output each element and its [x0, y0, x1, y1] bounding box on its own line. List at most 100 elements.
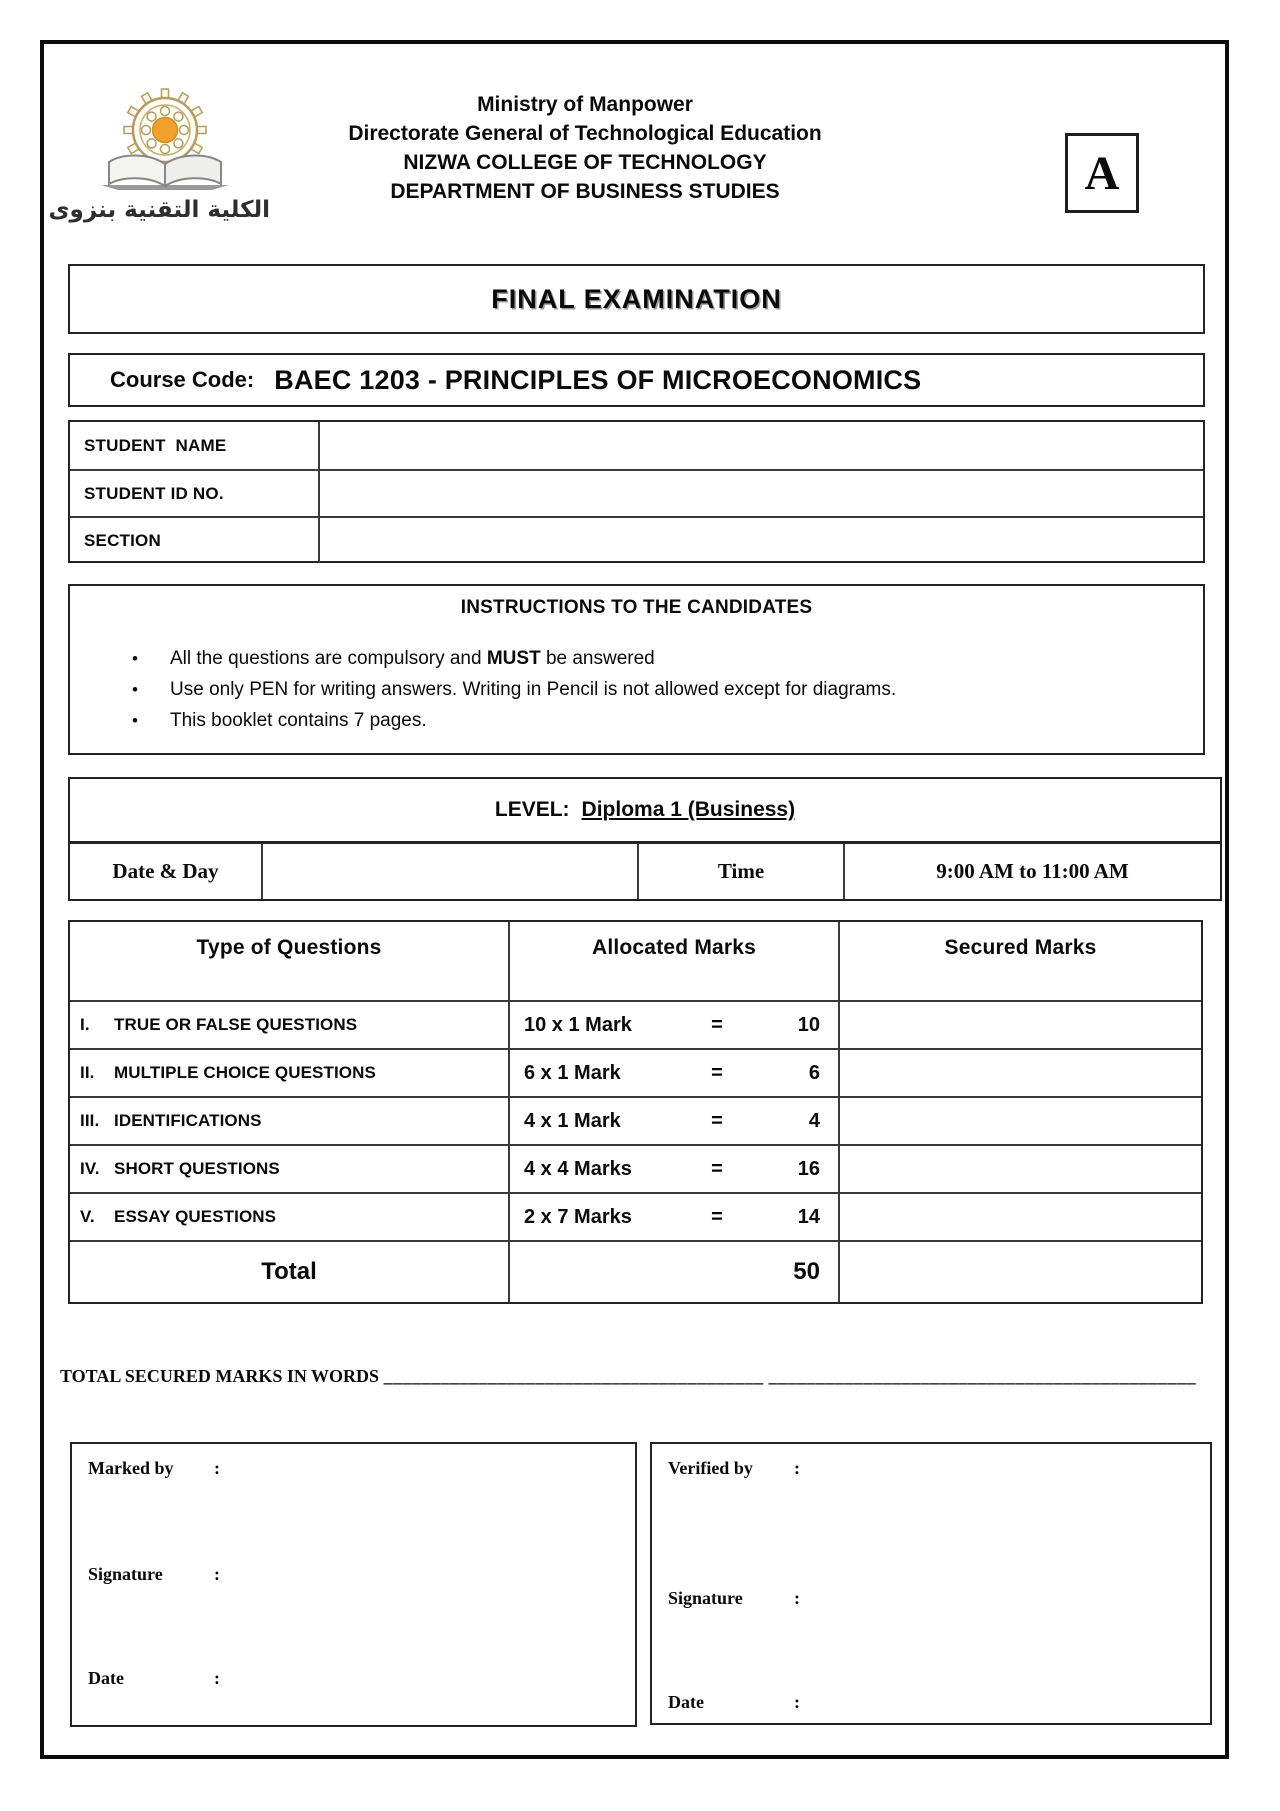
allocated-marks: 10 x 1 Mark = 10 [508, 1002, 838, 1048]
level-label: LEVEL: [494, 798, 570, 821]
colon: : [794, 1458, 800, 1478]
level-schedule-box: LEVEL: Diploma 1 (Business) Date & Day T… [68, 777, 1222, 901]
question-type: III. IDENTIFICATIONS [80, 1111, 262, 1130]
list-item: • Use only PEN for writing answers. Writ… [70, 674, 1203, 705]
section-field[interactable] [320, 518, 1203, 563]
colon: : [794, 1692, 800, 1712]
time-value: 9:00 AM to 11:00 AM [843, 844, 1220, 899]
page-border: الكلية التقنية بنزوى Ministry of Manpowe… [40, 40, 1229, 1759]
course-code-value: BAEC 1203 - PRINCIPLES OF MICROECONOMICS [274, 364, 922, 395]
total-marks: 50 [508, 1242, 838, 1302]
instruction-text: Use only PEN for writing answers. Writin… [170, 679, 897, 700]
student-info-table: STUDENT NAME STUDENT ID NO. SECTION [68, 420, 1205, 563]
secured-marks-field[interactable] [838, 1146, 1201, 1192]
level-header: LEVEL: Diploma 1 (Business) [70, 779, 1220, 841]
signature-label: Signature [88, 1564, 163, 1584]
instructions-title: INSTRUCTIONS TO THE CANDIDATES [460, 597, 813, 618]
column-header-allocated: Allocated Marks [508, 922, 838, 1000]
instruction-text: All the questions are compulsory and MUS… [170, 648, 655, 669]
verified-by-label: Verified by [668, 1458, 753, 1478]
instructions-box: INSTRUCTIONS TO THE CANDIDATES • All the… [68, 584, 1205, 755]
department-line: DEPARTMENT OF BUSINESS STUDIES [390, 180, 780, 203]
instructions-list: • All the questions are compulsory and M… [70, 643, 1203, 736]
table-row: STUDENT ID NO. [70, 469, 1203, 516]
marks-table-header: Type of Questions Allocated Marks Secure… [70, 922, 1201, 1000]
bullet-icon: • [132, 649, 138, 668]
marks-table-row: I. TRUE OR FALSE QUESTIONS 10 x 1 Mark = 10 [70, 1000, 1201, 1048]
student-id-field[interactable] [320, 471, 1203, 516]
date-day-field[interactable] [261, 844, 637, 899]
marked-by-box: Marked by : Signature : Date : [70, 1442, 637, 1727]
column-header-secured: Secured Marks [838, 922, 1201, 1000]
total-label: Total [261, 1258, 317, 1285]
marks-table-row: V. ESSAY QUESTIONS 2 x 7 Marks = 14 [70, 1192, 1201, 1240]
signature-row[interactable]: Signature : [668, 1588, 800, 1609]
student-name-label: STUDENT NAME [70, 422, 320, 469]
course-code-label: Course Code: [110, 367, 255, 392]
date-label: Date [668, 1692, 704, 1712]
total-words-label: TOTAL SECURED MARKS IN WORDS [60, 1366, 380, 1386]
marks-table-row: II. MULTIPLE CHOICE QUESTIONS 6 x 1 Mark =… [70, 1048, 1201, 1096]
colon: : [214, 1668, 220, 1688]
exam-version-badge: A [1065, 133, 1139, 213]
secured-marks-field[interactable] [838, 1194, 1201, 1240]
marks-table: Type of Questions Allocated Marks Secure… [68, 920, 1203, 1304]
time-label: Time [637, 844, 843, 899]
institution-header: Ministry of Manpower Directorate General… [135, 90, 1035, 206]
course-code-box: Course Code: BAEC 1203 - PRINCIPLES OF M… [68, 353, 1205, 407]
marks-table-row: IV. SHORT QUESTIONS 4 x 4 Marks = 16 [70, 1144, 1201, 1192]
colon: : [214, 1564, 220, 1584]
table-row: SECTION [70, 516, 1203, 563]
list-item: • All the questions are compulsory and M… [70, 643, 1203, 674]
marks-table-total-row: Total 50 [70, 1240, 1201, 1302]
logo-arabic-caption: الكلية التقنية بنزوى [48, 197, 270, 223]
allocated-marks: 4 x 4 Marks = 16 [508, 1146, 838, 1192]
table-row: STUDENT NAME [70, 422, 1203, 469]
logo-emblem-icon [101, 88, 229, 190]
allocated-marks: 4 x 1 Mark = 4 [508, 1098, 838, 1144]
marked-by-label: Marked by [88, 1458, 174, 1478]
column-header-type: Type of Questions [196, 936, 382, 959]
bullet-icon: • [132, 711, 138, 730]
instruction-text: This booklet contains 7 pages. [170, 710, 427, 731]
colon: : [794, 1588, 800, 1608]
level-value: Diploma 1 (Business) [581, 798, 796, 821]
colon: : [214, 1458, 220, 1478]
question-type: V. ESSAY QUESTIONS [80, 1207, 277, 1226]
allocated-marks: 2 x 7 Marks = 14 [508, 1194, 838, 1240]
secured-marks-field[interactable] [838, 1098, 1201, 1144]
ministry-line: Ministry of Manpower [477, 93, 693, 116]
signature-label: Signature [668, 1588, 743, 1608]
exam-version-letter: A [1084, 146, 1120, 200]
verified-by-row[interactable]: Verified by : [668, 1458, 800, 1479]
student-name-field[interactable] [320, 422, 1203, 469]
student-id-label: STUDENT ID NO. [70, 471, 320, 516]
directorate-line: Directorate General of Technological Edu… [348, 122, 822, 145]
total-secured-field[interactable] [838, 1242, 1201, 1302]
schedule-row: Date & Day Time 9:00 AM to 11:00 AM [70, 841, 1220, 899]
verified-by-box: Verified by : Signature : Date : [650, 1442, 1212, 1725]
secured-marks-field[interactable] [838, 1002, 1201, 1048]
exam-title: FINAL EXAMINATION [491, 283, 782, 314]
question-type: IV. SHORT QUESTIONS [80, 1159, 280, 1178]
total-marks-in-words: TOTAL SECURED MARKS IN WORDS ___________… [60, 1366, 1215, 1387]
signature-row[interactable]: Signature : [88, 1564, 220, 1585]
question-type: II. MULTIPLE CHOICE QUESTIONS [80, 1063, 376, 1082]
college-logo: الكلية التقنية بنزوى [48, 84, 270, 223]
allocated-marks: 6 x 1 Mark = 6 [508, 1050, 838, 1096]
date-day-label: Date & Day [112, 859, 219, 883]
total-words-blank-line[interactable]: ________________________________________… [383, 1366, 1197, 1386]
exam-title-box: FINAL EXAMINATION [68, 264, 1205, 334]
question-type: I. TRUE OR FALSE QUESTIONS [80, 1015, 358, 1034]
date-row[interactable]: Date : [88, 1668, 220, 1689]
section-label: SECTION [70, 518, 320, 563]
secured-marks-field[interactable] [838, 1050, 1201, 1096]
college-line: NIZWA COLLEGE OF TECHNOLOGY [403, 151, 767, 174]
list-item: • This booklet contains 7 pages. [70, 705, 1203, 736]
marks-table-row: III. IDENTIFICATIONS 4 x 1 Mark = 4 [70, 1096, 1201, 1144]
bullet-icon: • [132, 680, 138, 699]
date-row[interactable]: Date : [668, 1692, 800, 1713]
marked-by-row[interactable]: Marked by : [88, 1458, 220, 1479]
date-label: Date [88, 1668, 124, 1688]
